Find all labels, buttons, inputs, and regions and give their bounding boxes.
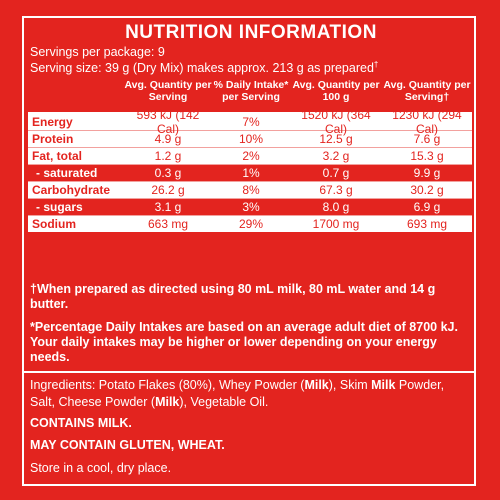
- table-row-protein: Protein 4.9 g 10% 12.5 g 7.6 g: [28, 131, 472, 148]
- nutrition-panel: NUTRITION INFORMATION Servings per packa…: [22, 16, 476, 486]
- row-label: Fat, total: [28, 149, 124, 163]
- table-row-energy: Energy 593 kJ (142 Cal) 7% 1520 kJ (364 …: [28, 108, 472, 136]
- cell-per-serving: 663 mg: [147, 217, 189, 231]
- cell-daily-intake: 1%: [242, 166, 260, 180]
- cell-per-serving: 4.9 g: [154, 132, 182, 146]
- cell-daily-intake: 8%: [242, 183, 260, 197]
- cell-daily-intake: 10%: [238, 132, 264, 146]
- cell-per-serving: 0.3 g: [154, 166, 182, 180]
- header-daily-intake: % Daily Intake* per Serving: [213, 79, 289, 103]
- cell-daily-intake: 7%: [242, 115, 260, 129]
- header-blank: [28, 76, 124, 112]
- cell-daily-intake: 29%: [238, 217, 264, 231]
- cell-prepared: 693 mg: [406, 217, 448, 231]
- cell-prepared: 15.3 g: [410, 149, 444, 163]
- row-label: - saturated: [36, 166, 98, 180]
- nutrition-table: Avg. Quantity per Serving % Daily Intake…: [28, 76, 472, 232]
- row-label: Protein: [28, 132, 124, 146]
- row-label: Energy: [28, 115, 124, 129]
- table-row-carbohydrate: Carbohydrate 26.2 g 8% 67.3 g 30.2 g: [28, 182, 472, 199]
- panel-title: NUTRITION INFORMATION: [125, 22, 377, 43]
- cell-prepared: 6.9 g: [413, 200, 441, 214]
- ingredients-suffix: ), Vegetable Oil.: [179, 395, 269, 409]
- header-prepared: Avg. Quantity per Serving†: [383, 79, 471, 103]
- section-divider: [24, 371, 474, 373]
- servings-per-package: Servings per package: 9: [30, 45, 165, 59]
- serving-size: Serving size: 39 g (Dry Mix) makes appro…: [30, 60, 378, 75]
- table-row-sugars: - sugars 3.1 g 3% 8.0 g 6.9 g: [28, 199, 472, 216]
- table-header: Avg. Quantity per Serving % Daily Intake…: [28, 76, 472, 114]
- cell-per-serving: 26.2 g: [151, 183, 185, 197]
- cell-prepared: 30.2 g: [410, 183, 444, 197]
- cell-prepared: 1230 kJ (294 Cal): [392, 108, 462, 136]
- cell-daily-intake: 3%: [242, 200, 260, 214]
- cell-per-serving: 1.2 g: [154, 149, 182, 163]
- may-contain-statement: MAY CONTAIN GLUTEN, WHEAT.: [30, 438, 225, 452]
- note-daily-intake: *Percentage Daily Intakes are based on a…: [30, 320, 458, 364]
- cell-per-100g: 1700 mg: [312, 217, 360, 231]
- note-prepared: †When prepared as directed using 80 mL m…: [30, 282, 436, 311]
- header-per-serving: Avg. Quantity per Serving: [124, 79, 212, 103]
- row-label: Carbohydrate: [28, 183, 124, 197]
- cell-prepared: 7.6 g: [413, 132, 441, 146]
- storage-instructions: Store in a cool, dry place.: [30, 461, 172, 475]
- cell-per-100g: 3.2 g: [322, 149, 350, 163]
- ingredients-mid: ), Skim: [328, 378, 372, 392]
- allergen-milk: Milk: [371, 378, 396, 392]
- contains-statement: CONTAINS MILK.: [30, 416, 132, 430]
- cell-daily-intake: 2%: [242, 149, 260, 163]
- cell-per-serving: 3.1 g: [154, 200, 182, 214]
- cell-per-100g: 8.0 g: [322, 200, 350, 214]
- row-label: - sugars: [36, 200, 83, 214]
- serving-size-text: Serving size: 39 g (Dry Mix) makes appro…: [30, 61, 374, 76]
- cell-per-100g: 12.5 g: [319, 132, 353, 146]
- table-row-fat-total: Fat, total 1.2 g 2% 3.2 g 15.3 g: [28, 148, 472, 165]
- header-per-100g: Avg. Quantity per 100 g: [292, 79, 380, 103]
- serving-size-mark: †: [373, 60, 379, 69]
- allergen-milk: Milk: [155, 395, 180, 409]
- cell-per-100g: 1520 kJ (364 Cal): [301, 108, 371, 136]
- row-label: Sodium: [28, 217, 124, 231]
- cell-prepared: 9.9 g: [413, 166, 441, 180]
- cell-per-serving: 593 kJ (142 Cal): [136, 108, 200, 136]
- cell-per-100g: 67.3 g: [319, 183, 353, 197]
- ingredients-mid: Powder, Salt, Cheese Powder (: [30, 378, 445, 409]
- cell-per-100g: 0.7 g: [322, 166, 350, 180]
- allergen-milk: Milk: [304, 378, 329, 392]
- table-row-sodium: Sodium 663 mg 29% 1700 mg 693 mg: [28, 216, 472, 232]
- table-row-saturated: - saturated 0.3 g 1% 0.7 g 9.9 g: [28, 165, 472, 182]
- ingredients-list: Ingredients: Potato Flakes (80%), Whey P…: [30, 377, 470, 411]
- ingredients-prefix: Ingredients: Potato Flakes (80%), Whey P…: [30, 378, 305, 392]
